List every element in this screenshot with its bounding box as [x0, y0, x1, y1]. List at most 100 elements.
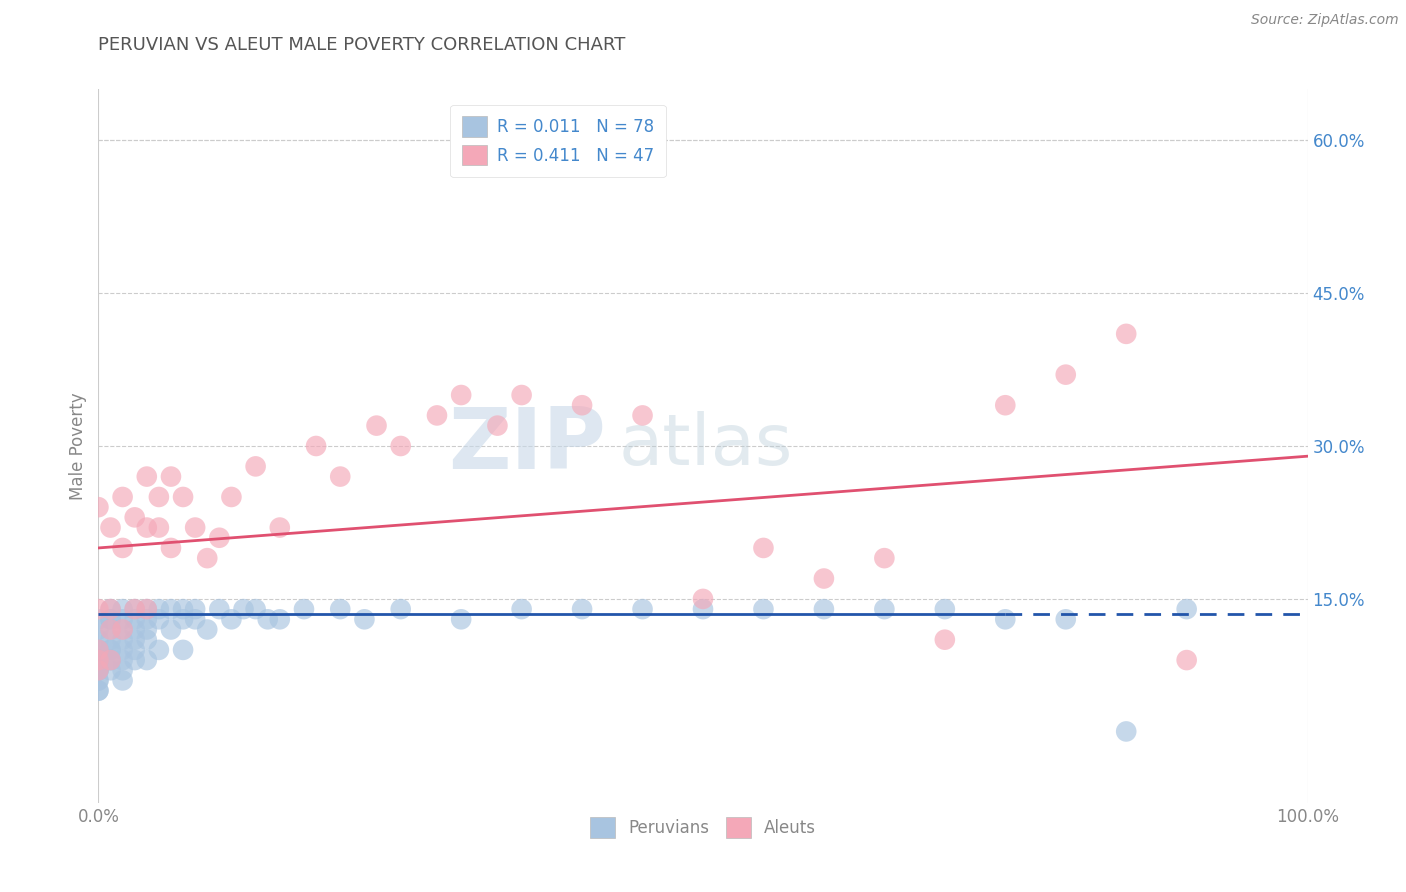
Point: [160, 469, 183, 483]
Point: [148, 520, 170, 534]
Point: [111, 602, 134, 616]
Point: [426, 409, 449, 423]
Point: [100, 602, 122, 616]
Point: [994, 398, 1017, 412]
Point: [135, 520, 157, 534]
Point: [111, 643, 134, 657]
Point: [111, 490, 134, 504]
Point: [221, 490, 243, 504]
Point: [160, 602, 183, 616]
Point: [813, 572, 835, 586]
Point: [353, 612, 375, 626]
Point: [208, 602, 231, 616]
Point: [87, 683, 110, 698]
Text: ZIP: ZIP: [449, 404, 606, 488]
Point: [135, 653, 157, 667]
Point: [87, 663, 110, 677]
Point: [269, 520, 291, 534]
Point: [1054, 368, 1077, 382]
Point: [245, 459, 267, 474]
Point: [486, 418, 509, 433]
Point: [135, 623, 157, 637]
Point: [100, 623, 122, 637]
Point: [87, 623, 110, 637]
Point: [510, 602, 533, 616]
Point: [111, 541, 134, 555]
Point: [100, 623, 122, 637]
Point: [124, 602, 146, 616]
Text: PERUVIAN VS ALEUT MALE POVERTY CORRELATION CHART: PERUVIAN VS ALEUT MALE POVERTY CORRELATI…: [98, 36, 626, 54]
Point: [256, 612, 278, 626]
Point: [631, 602, 654, 616]
Text: Source: ZipAtlas.com: Source: ZipAtlas.com: [1251, 13, 1399, 28]
Point: [124, 632, 146, 647]
Point: [87, 643, 110, 657]
Point: [87, 653, 110, 667]
Point: [221, 612, 243, 626]
Point: [510, 388, 533, 402]
Point: [160, 623, 183, 637]
Point: [124, 643, 146, 657]
Point: [813, 602, 835, 616]
Legend: Peruvians, Aleuts: Peruvians, Aleuts: [583, 811, 823, 845]
Point: [305, 439, 328, 453]
Point: [100, 520, 122, 534]
Point: [135, 612, 157, 626]
Point: [100, 602, 122, 616]
Point: [87, 673, 110, 688]
Point: [571, 398, 593, 412]
Point: [111, 623, 134, 637]
Point: [87, 612, 110, 626]
Point: [245, 602, 267, 616]
Point: [752, 602, 775, 616]
Point: [87, 643, 110, 657]
Point: [111, 653, 134, 667]
Point: [148, 490, 170, 504]
Point: [100, 653, 122, 667]
Point: [752, 541, 775, 555]
Point: [1175, 653, 1198, 667]
Point: [160, 541, 183, 555]
Point: [172, 490, 194, 504]
Point: [329, 469, 352, 483]
Point: [232, 602, 254, 616]
Point: [873, 602, 896, 616]
Point: [366, 418, 388, 433]
Point: [87, 602, 110, 616]
Point: [692, 591, 714, 606]
Point: [1054, 612, 1077, 626]
Point: [389, 602, 412, 616]
Point: [994, 612, 1017, 626]
Point: [934, 632, 956, 647]
Point: [172, 643, 194, 657]
Point: [100, 653, 122, 667]
Point: [87, 500, 110, 515]
Point: [631, 409, 654, 423]
Point: [389, 439, 412, 453]
Point: [450, 612, 472, 626]
Point: [87, 632, 110, 647]
Point: [184, 602, 207, 616]
Y-axis label: Male Poverty: Male Poverty: [69, 392, 87, 500]
Point: [100, 612, 122, 626]
Point: [124, 602, 146, 616]
Point: [87, 663, 110, 677]
Point: [87, 653, 110, 667]
Text: atlas: atlas: [619, 411, 793, 481]
Point: [934, 602, 956, 616]
Point: [87, 663, 110, 677]
Point: [100, 643, 122, 657]
Point: [184, 612, 207, 626]
Point: [692, 602, 714, 616]
Point: [269, 612, 291, 626]
Point: [87, 683, 110, 698]
Point: [87, 673, 110, 688]
Point: [148, 602, 170, 616]
Point: [1115, 724, 1137, 739]
Point: [124, 510, 146, 524]
Point: [87, 653, 110, 667]
Point: [329, 602, 352, 616]
Point: [100, 663, 122, 677]
Point: [1175, 602, 1198, 616]
Point: [195, 551, 218, 566]
